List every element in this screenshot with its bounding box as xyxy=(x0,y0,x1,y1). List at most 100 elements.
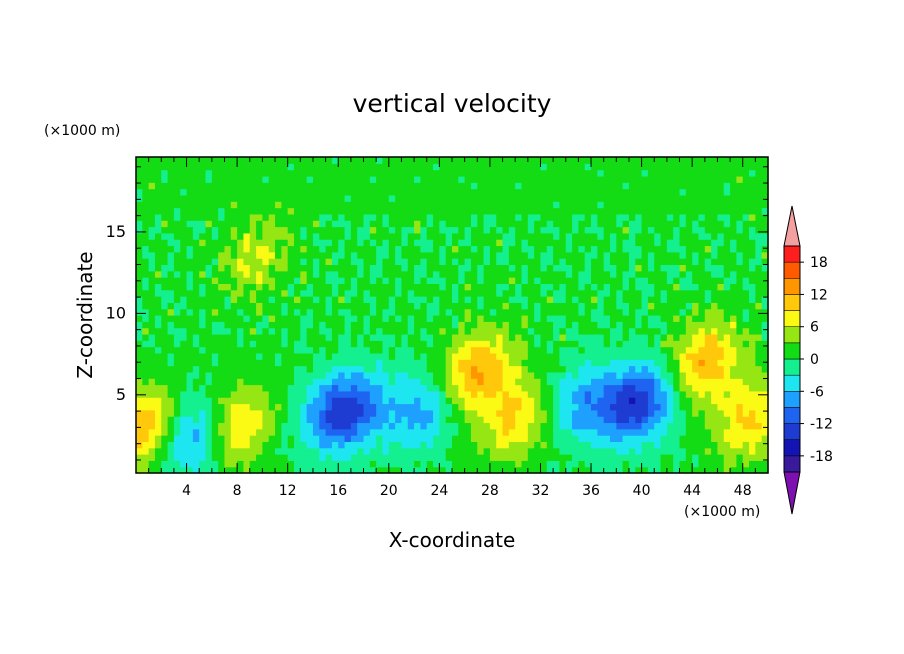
heatmap-cell xyxy=(414,264,421,272)
heatmap-cell xyxy=(647,296,655,303)
heatmap-cell xyxy=(470,264,478,272)
heatmap-cell xyxy=(439,182,447,190)
heatmap-cell xyxy=(369,321,377,329)
heatmap-cell xyxy=(685,416,693,424)
heatmap-cell xyxy=(553,296,561,303)
heatmap-cell xyxy=(148,447,156,455)
heatmap-cell xyxy=(508,359,516,367)
heatmap-cell xyxy=(395,194,403,202)
heatmap-cell xyxy=(344,435,352,442)
heatmap-cell xyxy=(749,175,756,183)
heatmap-cell xyxy=(357,283,365,291)
heatmap-cell xyxy=(338,182,346,190)
heatmap-cell xyxy=(749,277,756,284)
heatmap-cell xyxy=(616,390,624,398)
heatmap-cell xyxy=(616,409,624,417)
heatmap-cell xyxy=(565,327,573,335)
heatmap-cell xyxy=(717,175,725,183)
heatmap-cell xyxy=(521,258,529,266)
heatmap-cell xyxy=(578,365,586,373)
heatmap-cell xyxy=(730,232,737,240)
heatmap-cell xyxy=(287,194,295,202)
heatmap-cell xyxy=(420,403,428,411)
heatmap-cell xyxy=(199,352,207,360)
heatmap-cell xyxy=(294,251,301,259)
heatmap-cell xyxy=(666,213,674,221)
heatmap-cell xyxy=(167,270,175,278)
heatmap-cell xyxy=(300,207,308,215)
heatmap-cell xyxy=(483,251,491,259)
heatmap-cell xyxy=(275,340,282,348)
heatmap-cell xyxy=(167,378,175,386)
heatmap-cell xyxy=(673,175,681,183)
heatmap-cell xyxy=(154,397,162,405)
heatmap-cell xyxy=(477,182,485,190)
heatmap-cell xyxy=(578,188,586,196)
heatmap-cell xyxy=(237,213,245,221)
heatmap-cell xyxy=(572,384,579,392)
heatmap-cell xyxy=(755,264,763,272)
heatmap-cell xyxy=(388,378,396,386)
heatmap-cell xyxy=(186,296,194,303)
heatmap-cell xyxy=(692,182,700,190)
heatmap-cell xyxy=(553,365,561,373)
heatmap-cell xyxy=(704,397,712,405)
heatmap-cell xyxy=(723,460,731,468)
heatmap-cell xyxy=(186,409,194,417)
heatmap-cell xyxy=(142,359,150,367)
heatmap-cell xyxy=(237,378,245,386)
heatmap-cell xyxy=(483,188,491,196)
heatmap-cell xyxy=(376,321,384,329)
heatmap-cell xyxy=(470,296,478,303)
heatmap-cell xyxy=(211,194,219,202)
heatmap-cell xyxy=(243,226,251,234)
heatmap-cell xyxy=(685,201,693,209)
heatmap-cell xyxy=(692,352,700,360)
heatmap-cell xyxy=(224,232,232,240)
heatmap-cell xyxy=(199,435,207,442)
heatmap-cell xyxy=(426,182,434,190)
heatmap-cell xyxy=(458,258,466,266)
heatmap-cell xyxy=(249,169,257,177)
heatmap-cell xyxy=(647,239,655,247)
heatmap-cell xyxy=(243,239,251,247)
heatmap-cell xyxy=(616,239,624,247)
heatmap-cell xyxy=(515,333,523,341)
heatmap-cell xyxy=(395,163,403,171)
heatmap-cell xyxy=(180,435,188,442)
heatmap-cell xyxy=(369,213,377,221)
heatmap-cell xyxy=(616,397,624,405)
heatmap-cell xyxy=(199,289,207,297)
heatmap-cell xyxy=(470,226,478,234)
heatmap-cell xyxy=(287,201,295,209)
heatmap-cell xyxy=(698,327,706,335)
heatmap-cell xyxy=(369,277,377,284)
heatmap-cell xyxy=(540,226,548,234)
heatmap-cell xyxy=(312,258,320,266)
heatmap-cell xyxy=(142,188,150,196)
heatmap-cell xyxy=(647,182,655,190)
heatmap-cell xyxy=(256,390,263,398)
heatmap-cell xyxy=(578,403,586,411)
heatmap-cell xyxy=(414,321,421,329)
heatmap-cell xyxy=(319,352,327,360)
heatmap-cell xyxy=(439,365,447,373)
heatmap-cell xyxy=(616,359,624,367)
heatmap-cell xyxy=(572,289,579,297)
heatmap-cell xyxy=(205,289,213,297)
heatmap-cell xyxy=(300,409,308,417)
heatmap-cell xyxy=(433,384,440,392)
heatmap-cell xyxy=(546,239,554,247)
heatmap-cell xyxy=(546,277,554,284)
heatmap-cell xyxy=(616,182,624,190)
heatmap-cell xyxy=(325,239,333,247)
heatmap-cell xyxy=(407,239,415,247)
heatmap-cell xyxy=(205,258,213,266)
heatmap-cell xyxy=(458,283,466,291)
heatmap-cell xyxy=(483,321,491,329)
heatmap-cell xyxy=(256,384,263,392)
heatmap-cell xyxy=(628,239,636,247)
heatmap-cell xyxy=(616,207,624,215)
heatmap-cell xyxy=(470,378,478,386)
heatmap-cell xyxy=(407,447,415,455)
